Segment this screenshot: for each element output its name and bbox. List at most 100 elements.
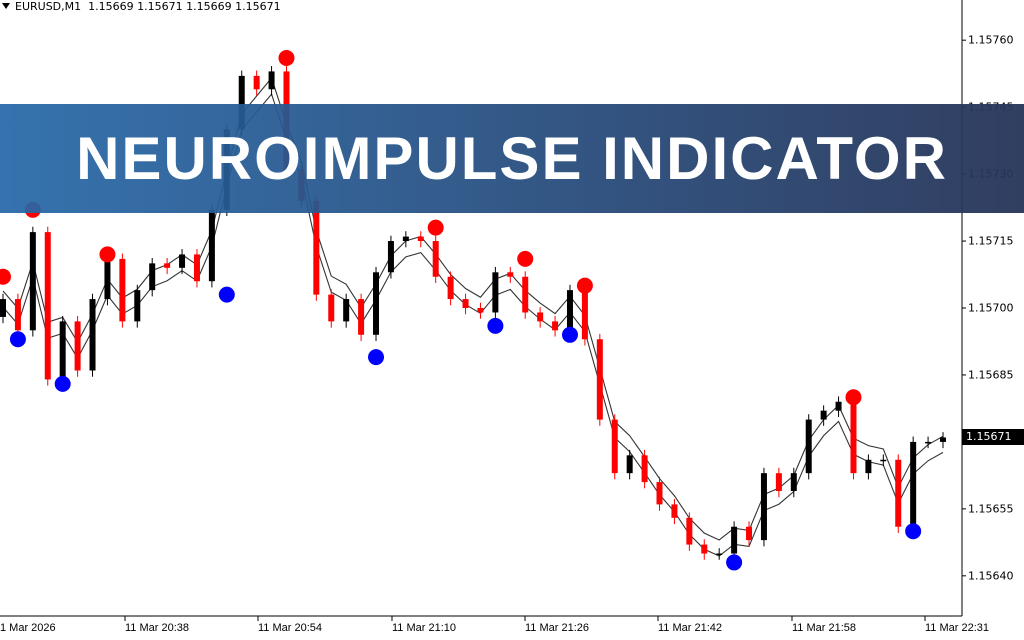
candle-body bbox=[179, 254, 186, 268]
candle-body bbox=[149, 263, 156, 291]
candle-body bbox=[596, 339, 603, 420]
trough-signal-dot bbox=[9, 331, 26, 348]
x-tick-label: 1 Mar 2026 bbox=[0, 622, 56, 634]
candle-body bbox=[328, 294, 335, 322]
upper-band-line bbox=[2, 76, 944, 541]
trough-signal-dot bbox=[218, 286, 235, 303]
candle-body bbox=[313, 200, 320, 295]
candle-body bbox=[387, 241, 394, 273]
candle-body bbox=[925, 441, 932, 444]
candle-body bbox=[656, 482, 663, 505]
candle-body bbox=[253, 75, 260, 90]
candle-body bbox=[193, 254, 200, 282]
title-banner: NEUROIMPULSE INDICATOR bbox=[0, 104, 1024, 213]
y-tick-label: 1.15685 bbox=[968, 368, 1014, 382]
candle-body bbox=[432, 241, 439, 277]
candle-body bbox=[104, 258, 111, 300]
candle-body bbox=[790, 473, 797, 492]
dropdown-triangle-icon[interactable] bbox=[2, 3, 10, 9]
candle-body bbox=[447, 276, 454, 300]
candle-body bbox=[731, 526, 738, 554]
candle-body bbox=[44, 232, 51, 380]
candle-body bbox=[835, 401, 842, 411]
candle-body bbox=[492, 272, 499, 313]
candle-body bbox=[566, 290, 573, 331]
candle-body bbox=[626, 455, 633, 474]
candle-body bbox=[581, 290, 588, 340]
y-tick-label: 1.15715 bbox=[968, 234, 1014, 248]
x-tick-label: 11 Mar 21:10 bbox=[392, 622, 457, 634]
candle-body bbox=[537, 312, 544, 322]
candle-body bbox=[865, 459, 872, 474]
candle-body bbox=[462, 299, 469, 308]
candle-body bbox=[29, 232, 36, 331]
x-tick-label: 11 Mar 22:31 bbox=[925, 622, 990, 634]
candle-body bbox=[402, 236, 409, 242]
x-tick-label: 11 Mar 21:42 bbox=[658, 622, 723, 634]
candle-body bbox=[134, 290, 141, 322]
trough-signal-dot bbox=[726, 554, 743, 571]
x-tick-label: 11 Mar 20:38 bbox=[125, 622, 190, 634]
candle-body bbox=[268, 71, 275, 90]
candle-body bbox=[0, 299, 6, 317]
ohlc-readout: 1.15669 1.15671 1.15669 1.15671 bbox=[88, 0, 281, 13]
candle-body bbox=[850, 401, 857, 474]
peak-signal-dot bbox=[427, 219, 444, 236]
candle-body bbox=[880, 459, 887, 462]
candle-body bbox=[358, 299, 365, 335]
candle-body bbox=[611, 419, 618, 474]
symbol-label: EURUSD,M1 bbox=[15, 0, 82, 13]
candle-body bbox=[522, 276, 529, 313]
x-tick-label: 11 Mar 20:54 bbox=[258, 622, 323, 634]
y-tick-label: 1.15700 bbox=[968, 301, 1014, 315]
lower-band-line bbox=[2, 92, 944, 557]
candle-body bbox=[820, 410, 827, 420]
trough-signal-dot bbox=[487, 317, 504, 334]
candle-body bbox=[746, 526, 753, 541]
candle-body bbox=[686, 517, 693, 545]
x-tick-label: 11 Mar 21:26 bbox=[525, 622, 590, 634]
y-tick-label: 1.15760 bbox=[968, 33, 1014, 47]
candle-body bbox=[701, 544, 708, 554]
peak-signal-dot bbox=[278, 50, 295, 67]
candle-body bbox=[895, 459, 902, 527]
candle-body bbox=[671, 504, 678, 518]
trough-signal-dot bbox=[368, 349, 385, 366]
candle-body bbox=[552, 321, 559, 331]
candle-body bbox=[507, 272, 514, 277]
candle-body bbox=[208, 209, 215, 282]
candle-body bbox=[89, 299, 96, 371]
candle-body bbox=[164, 263, 171, 268]
candle-body bbox=[716, 553, 723, 556]
candle-body bbox=[910, 441, 917, 527]
banner-title: NEUROIMPULSE INDICATOR bbox=[76, 125, 948, 192]
candle-body bbox=[59, 321, 66, 380]
trough-signal-dot bbox=[905, 523, 922, 540]
candle-body bbox=[775, 473, 782, 492]
candle-body bbox=[940, 437, 946, 442]
y-tick-label: 1.15655 bbox=[968, 502, 1014, 516]
candle-body bbox=[238, 75, 245, 130]
candle-body bbox=[343, 299, 350, 322]
candle-body bbox=[477, 308, 484, 313]
candle-body bbox=[760, 473, 767, 541]
candle-body bbox=[417, 236, 424, 242]
peak-signal-dot bbox=[517, 250, 534, 267]
peak-signal-dot bbox=[845, 389, 862, 406]
y-tick-label: 1.15640 bbox=[968, 569, 1014, 583]
candle-body bbox=[74, 321, 81, 371]
chart-header: EURUSD,M1 1.15669 1.15671 1.15669 1.1567… bbox=[2, 0, 281, 13]
trough-signal-dot bbox=[561, 326, 578, 343]
candle-body bbox=[805, 419, 812, 474]
candle-body bbox=[641, 455, 648, 483]
trough-signal-dot bbox=[54, 375, 71, 392]
current-price-label: 1.15671 bbox=[962, 429, 1024, 446]
peak-signal-dot bbox=[0, 268, 11, 285]
peak-signal-dot bbox=[99, 246, 116, 263]
candle-body bbox=[14, 299, 21, 331]
x-tick-label: 11 Mar 21:58 bbox=[792, 622, 857, 634]
peak-signal-dot bbox=[576, 277, 593, 294]
candle-body bbox=[119, 258, 126, 322]
candle-body bbox=[373, 272, 380, 335]
